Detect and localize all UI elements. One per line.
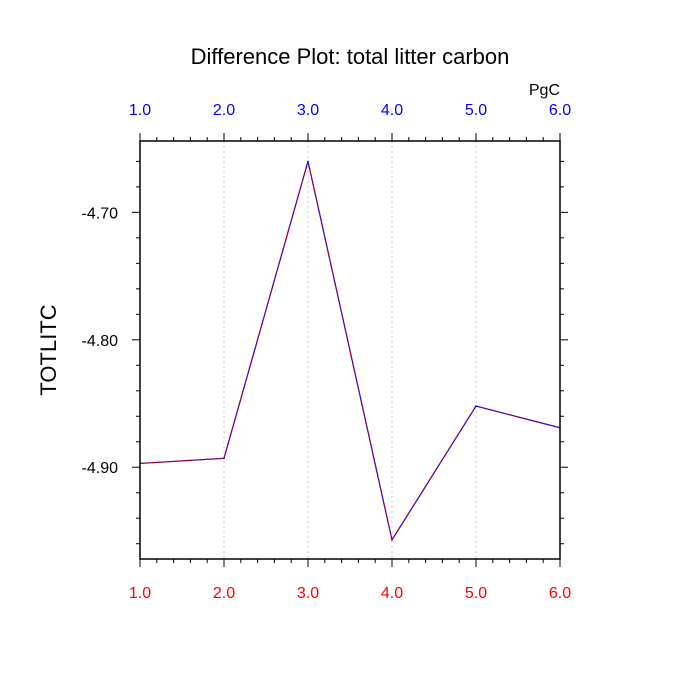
plot-border [139, 140, 561, 560]
x-tick-label-bottom: 1.0 [129, 585, 151, 602]
y-tick-label: -4.70 [82, 205, 119, 222]
data-point [475, 405, 477, 407]
data-point [223, 457, 225, 460]
series-line [139, 161, 561, 542]
tick-labels: 1.0 1.0 2.0 2.0 3.0 3.0 4.0 4.0 5.0 5.0 6.0 6.0 -4.7… [82, 102, 572, 602]
x-tick-label-bottom: 4.0 [381, 585, 403, 602]
units-label: PgC [529, 82, 560, 99]
x-tick-label-bottom: 3.0 [297, 585, 319, 602]
x-tick-label-bottom: 5.0 [465, 585, 487, 602]
chart-title: Difference Plot: total litter carbon [191, 44, 510, 69]
x-tick-label-top: 6.0 [549, 102, 571, 119]
x-tick-label-top: 4.0 [381, 102, 403, 119]
x-tick-label-top: 3.0 [297, 102, 319, 119]
x-tick-label-top: 5.0 [465, 102, 487, 119]
x-tick-label-bottom: 6.0 [549, 585, 571, 602]
y-axis-title: TOTLITC [36, 304, 61, 395]
data-point [307, 160, 309, 163]
y-tick-label: -4.80 [82, 333, 119, 350]
x-tick-label-top: 1.0 [129, 102, 151, 119]
data-point [391, 539, 393, 541]
plot-frame [132, 133, 568, 567]
x-tick-label-top: 2.0 [213, 102, 235, 119]
x-tick-label-bottom: 2.0 [213, 585, 235, 602]
data-series [139, 160, 561, 542]
y-tick-label: -4.90 [82, 460, 119, 477]
